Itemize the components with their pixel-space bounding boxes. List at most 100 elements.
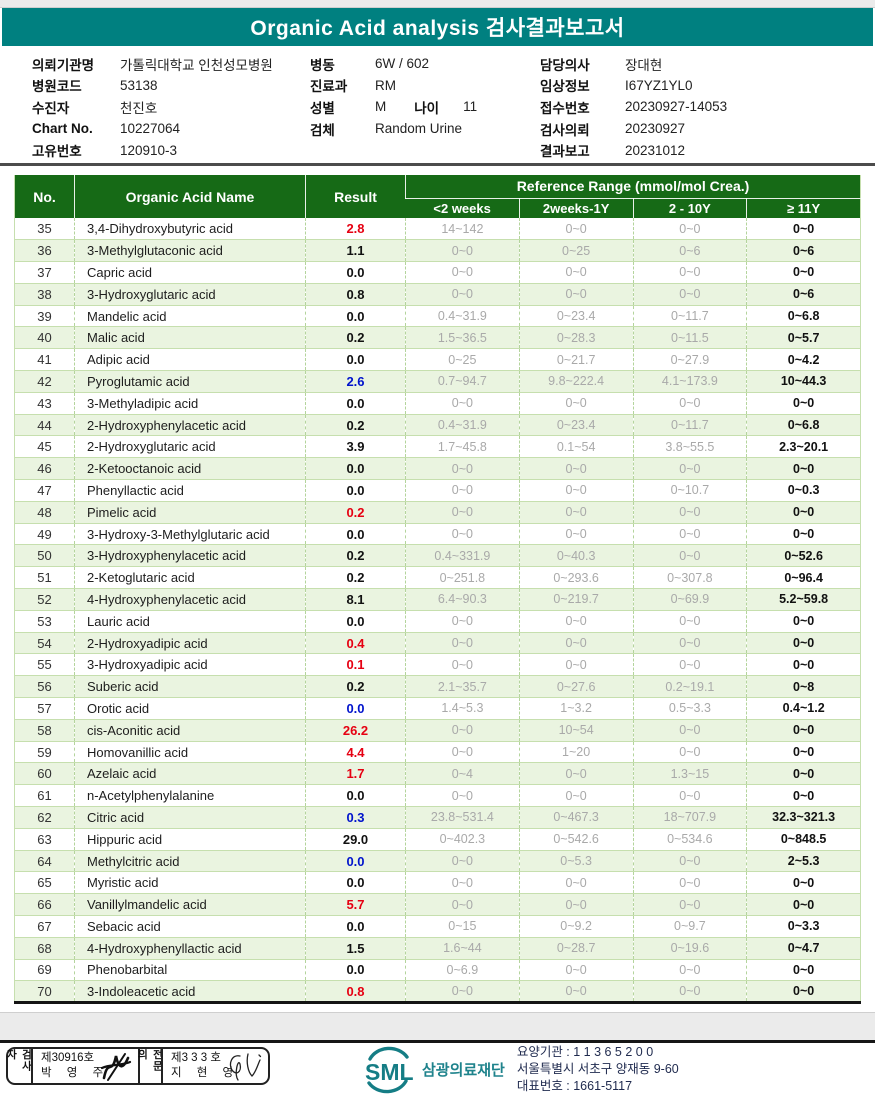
col-header-name: Organic Acid Name [74,175,306,218]
cell-ref: 0.1~54 [518,435,633,458]
cell-ref: 0~0 [518,218,633,240]
info-row: Chart No. 10227064 [32,118,273,140]
cell-ref: 0~0 [632,959,747,981]
info-value: 20230927-14053 [625,99,728,115]
info-row: 수진자 천진호 [32,96,273,118]
cell-ref: 0.4~31.9 [405,305,520,327]
lab-address: 서울특별시 서초구 양재동 9-60 [516,1062,679,1076]
cell-ref: 0~11.5 [632,326,747,349]
cell-ref: 0~6 [632,239,747,262]
table-row: 57 Orotic acid 0.0 1.4~5.3 1~3.2 0.5~3.3 0.4~1… [14,697,861,720]
signature-box: 검사자 제30916호 박 영 주 전문의 제3 3 3 호 지 현 영 [6,1047,270,1085]
cell-name: 2-Hydroxyphenylacetic acid [74,414,306,436]
info-value: 6W / 602 [375,56,430,72]
info-label: 검사의뢰 [540,122,590,138]
info-label: 진료과 [310,79,348,95]
cell-ref: 0~0 [405,741,520,763]
info-row: 병원코드 53138 [32,75,273,97]
cell-ref: 0~0 [518,871,633,894]
cell-ref: 0~0 [518,784,633,807]
cell-no: 48 [14,501,75,524]
cell-ref: 0.4~331.9 [405,544,520,567]
col-header-reference-range: Reference Range (mmol/mol Crea.) [405,175,861,199]
cell-ref: 0~0 [746,980,861,1003]
patient-info-column-left: 의뢰기관명 가톨릭대학교 인천성모병원 병원코드 53138 수진자 천진호 Chart N… [32,53,273,161]
cell-result: 3.9 [305,435,406,458]
cell-result: 0.0 [305,871,406,894]
cell-ref: 0~52.6 [746,544,861,567]
specialist-cert-number: 제3 3 3 호 [171,1052,221,1064]
cell-result: 2.6 [305,370,406,393]
cell-ref: 0~0 [746,719,861,742]
cell-ref: 0~0 [746,392,861,415]
cell-result: 0.0 [305,959,406,981]
cell-ref: 0~8 [746,675,861,698]
cell-name: Mandelic acid [74,305,306,327]
cell-ref: 6.4~90.3 [405,588,520,611]
table-row: 42 Pyroglutamic acid 2.6 0.7~94.7 9.8~222.4 4… [14,370,861,393]
table-row: 36 3-Methylglutaconic acid 1.1 0~0 0~25 0~6 0~… [14,239,861,262]
results-table-wrap: No. Organic Acid Name Result Reference R… [14,175,861,1005]
cell-ref: 0~0 [518,980,633,1003]
info-row: 검체 Random Urine [310,118,477,140]
table-row: 61 n-Acetylphenylalanine 0.0 0~0 0~0 0~0 0~0 [14,784,861,807]
cell-result: 0.3 [305,806,406,829]
cell-ref: 0~0 [405,871,520,894]
cell-name: Suberic acid [74,675,306,698]
cell-no: 64 [14,850,75,872]
table-row: 44 2-Hydroxyphenylacetic acid 0.2 0.4~31.9 0… [14,414,861,436]
cell-ref: 0~534.6 [632,828,747,851]
info-value: 120910-3 [120,142,178,158]
info-label: 접수번호 [540,100,590,116]
cell-ref: 0~0 [632,261,747,284]
col-header-result: Result [305,175,406,218]
cell-no: 70 [14,980,75,1003]
cell-ref: 0~0 [746,784,861,807]
cell-ref: 0~0 [632,871,747,894]
cell-no: 60 [14,762,75,785]
cell-result: 0.2 [305,414,406,436]
cell-ref: 0~0 [632,544,747,567]
cell-ref: 0~0.3 [746,479,861,502]
cell-no: 66 [14,893,75,916]
cell-ref: 0~23.4 [518,414,633,436]
cell-name: 3-Hydroxy-3-Methylglutaric acid [74,523,306,545]
cell-ref: 0~28.7 [518,937,633,960]
cell-name: Pimelic acid [74,501,306,524]
cell-ref: 32.3~321.3 [746,806,861,829]
table-row: 68 4-Hydroxyphenyllactic acid 1.5 1.6~44 0~2… [14,937,861,960]
cell-ref: 0~9.2 [518,915,633,938]
cell-ref: 0.5~3.3 [632,697,747,720]
examiner-signature-icon [100,1053,132,1081]
patient-info-column-right: 담당의사 장대현 임상정보 I67YZ1YL0 접수번호 20230927-14053 검사… [540,53,727,161]
cell-name: Pyroglutamic acid [74,370,306,393]
report-banner: Organic Acid analysis 검사결과보고서 [2,8,873,46]
cell-result: 1.7 [305,762,406,785]
cell-ref: 0~0 [632,283,747,306]
cell-ref: 0~0 [518,632,633,654]
cell-ref: 0~0 [518,283,633,306]
cell-ref: 0~0 [746,501,861,524]
info-value: 장대현 [625,57,663,73]
cell-result: 0.0 [305,305,406,327]
cell-ref: 0~251.8 [405,566,520,589]
cell-ref: 0~4 [405,762,520,785]
section-divider [0,163,875,166]
cell-name: 2-Hydroxyadipic acid [74,632,306,654]
cell-ref: 0~6.8 [746,414,861,436]
cell-result: 0.2 [305,501,406,524]
cell-ref: 5.2~59.8 [746,588,861,611]
cell-ref: 1.5~36.5 [405,326,520,349]
cell-ref: 0~40.3 [518,544,633,567]
cell-ref: 0~9.7 [632,915,747,938]
cell-ref: 0~0 [632,719,747,742]
table-row: 65 Myristic acid 0.0 0~0 0~0 0~0 0~0 [14,871,861,894]
cell-name: n-Acetylphenylalanine [74,784,306,807]
cell-ref: 0~0 [518,523,633,545]
cell-ref: 0.2~19.1 [632,675,747,698]
cell-ref: 14~142 [405,218,520,240]
cell-no: 55 [14,653,75,676]
info-label: Chart No. [32,121,93,137]
table-row: 56 Suberic acid 0.2 2.1~35.7 0~27.6 0.2~19.1 0… [14,675,861,698]
